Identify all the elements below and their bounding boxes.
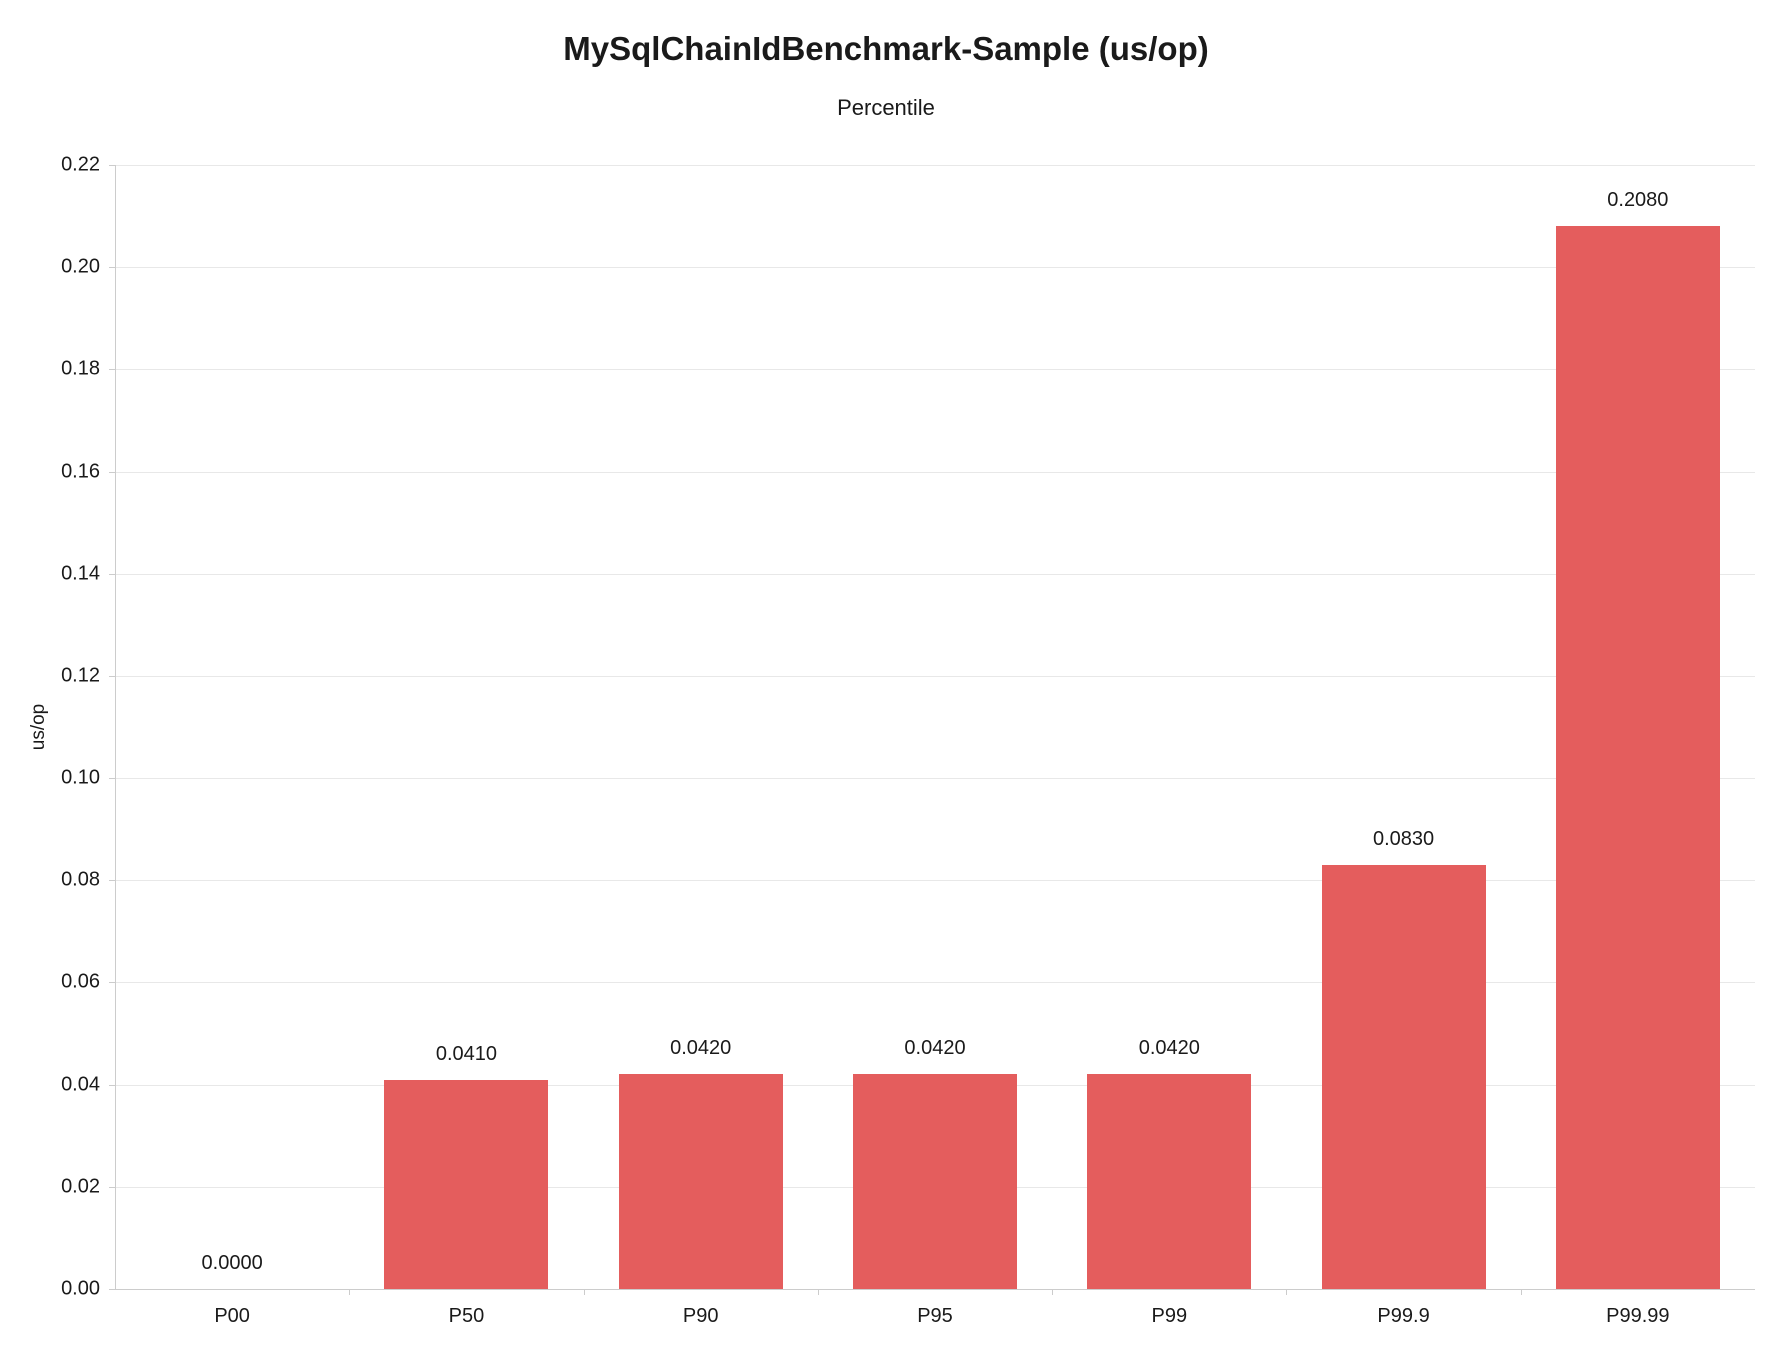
bar [384,1080,548,1289]
x-tick-mark [1521,1289,1522,1295]
y-tick-label: 0.20 [30,256,100,279]
bar-value-label: 0.0420 [670,1037,731,1060]
x-tick-mark [1286,1289,1287,1295]
y-tick-label: 0.08 [30,869,100,892]
x-tick-label: P99.9 [1377,1305,1429,1328]
x-tick-mark [1052,1289,1053,1295]
y-tick-label: 0.06 [30,971,100,994]
x-tick-label: P99 [1151,1305,1187,1328]
x-tick-label: P95 [917,1305,953,1328]
bar-value-label: 0.0000 [202,1252,263,1275]
x-tick-label: P00 [214,1305,250,1328]
gridline [115,472,1755,473]
bar [853,1074,1017,1289]
chart-subtitle: Percentile [0,95,1772,121]
bar [619,1074,783,1289]
gridline [115,982,1755,983]
bar-value-label: 0.0830 [1373,828,1434,851]
y-tick-label: 0.14 [30,562,100,585]
x-tick-mark [349,1289,350,1295]
x-axis-line [115,1289,1755,1290]
y-tick-label: 0.22 [30,154,100,177]
gridline [115,165,1755,166]
benchmark-chart: MySqlChainIdBenchmark-Sample (us/op) Per… [0,0,1772,1350]
x-tick-mark [584,1289,585,1295]
bar-value-label: 0.0410 [436,1043,497,1066]
y-tick-label: 0.10 [30,767,100,790]
bar-value-label: 0.2080 [1607,189,1668,212]
bar-value-label: 0.0420 [1139,1037,1200,1060]
bar-value-label: 0.0420 [904,1037,965,1060]
y-tick-label: 0.02 [30,1175,100,1198]
bar [1322,865,1486,1289]
y-tick-label: 0.12 [30,664,100,687]
y-axis-line [115,165,116,1289]
y-axis-label: us/op [28,165,50,1289]
y-tick-label: 0.04 [30,1073,100,1096]
y-tick-label: 0.00 [30,1278,100,1301]
x-tick-label: P50 [449,1305,485,1328]
gridline [115,369,1755,370]
x-tick-mark [818,1289,819,1295]
bar [1087,1074,1251,1289]
gridline [115,880,1755,881]
chart-title: MySqlChainIdBenchmark-Sample (us/op) [0,30,1772,68]
gridline [115,574,1755,575]
gridline [115,676,1755,677]
y-tick-label: 0.18 [30,358,100,381]
plot-area: 0.000.020.040.060.080.100.120.140.160.18… [115,165,1755,1289]
x-tick-label: P99.99 [1606,1305,1669,1328]
y-tick-label: 0.16 [30,460,100,483]
x-tick-label: P90 [683,1305,719,1328]
gridline [115,778,1755,779]
gridline [115,267,1755,268]
bar [1556,226,1720,1289]
